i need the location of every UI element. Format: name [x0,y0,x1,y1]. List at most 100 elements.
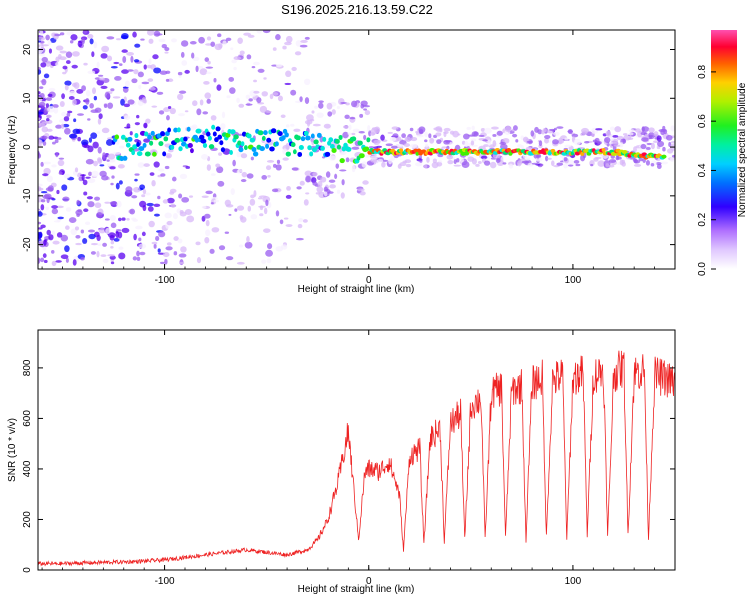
spectral-blob [409,127,414,132]
spectral-blob [318,102,324,109]
spectral-blob [55,45,64,51]
spectral-blob [123,115,131,120]
spectral-blob [363,108,367,111]
spectral-blob [81,37,85,45]
spectral-blob [487,139,492,146]
spectral-blob [100,254,107,257]
spectral-blob [275,63,283,68]
spectral-blob [245,94,251,100]
spectral-blob [97,118,102,125]
spectral-blob [48,87,56,92]
spectral-blob [77,136,81,142]
spectral-ridge-point [316,132,322,138]
spectral-blob [584,140,590,144]
spectral-ridge-point [307,145,312,151]
spectral-blob [41,44,50,47]
spectral-blob [564,144,572,148]
spectral-blob [63,116,70,122]
spectral-blob [87,70,96,75]
spectral-blob [305,175,311,183]
spectral-blob [38,117,41,121]
spectral-blob [41,56,48,63]
spectral-blob [115,229,122,232]
spectrogram-x-ticks: -100 0 100 [41,30,676,286]
spectral-blob [240,153,248,159]
spectral-ridge-point [162,151,167,157]
spectral-blob [397,163,402,169]
spectral-blob [323,123,331,129]
spectral-blob [106,137,114,140]
spectral-blob [388,158,393,165]
spectral-blob [180,51,185,58]
spectral-blob [299,44,308,48]
spectral-blob [290,123,295,127]
spectral-ridge-point [266,137,272,143]
spectral-blob [179,261,185,265]
x-tick-label: 100 [565,275,582,286]
spectral-blob [604,137,611,143]
y-tick-label: 200 [22,511,33,528]
spectral-blob [45,97,53,101]
spectral-blob [147,78,154,82]
spectral-blob [466,126,471,131]
spectral-blob [253,190,257,198]
spectral-blob [475,163,480,167]
spectral-blob [188,195,194,198]
spectral-blob [134,43,141,48]
spectral-blob [230,47,234,51]
spectral-ridge-point [152,151,157,157]
spectral-blob [293,128,301,132]
spectral-blob [178,193,183,199]
spectral-blob [296,186,302,190]
spectral-blob [359,113,364,118]
spectral-blob [47,93,53,97]
spectral-blob [99,164,105,167]
spectral-blob [650,142,655,150]
spectral-ridge-point [138,146,145,152]
spectral-blob [45,103,50,108]
spectral-blob [55,124,63,129]
spectral-blob [441,146,447,149]
spectral-blob [657,140,665,148]
spectral-blob [143,138,151,143]
spectral-blob [166,220,173,226]
spectral-blob [490,126,499,130]
y-tick-label: 10 [22,92,33,104]
spectral-blob [462,133,470,140]
spectral-blob [151,180,156,187]
spectral-blob [137,71,144,78]
spectral-blob [213,199,220,203]
spectral-blob [653,140,659,144]
spectral-blob [141,194,146,198]
spectral-blob [38,231,43,239]
spectral-blob [259,105,268,113]
spectral-blob [248,98,253,102]
y-tick-label: 20 [22,44,33,56]
spectral-blob [148,58,152,65]
spectral-blob [132,256,138,261]
spectral-blob [201,153,209,160]
spectral-blob [389,136,397,142]
spectral-blob [72,259,77,266]
spectral-blob [70,34,78,41]
spectral-ridge-point [195,128,202,134]
spectral-blob [113,238,120,242]
spectral-ridge-point [661,154,667,159]
spectral-blob [522,155,528,159]
spectral-blob [110,240,115,245]
spectral-ridge-point [284,132,289,138]
spectral-ridge-point [322,136,327,142]
colorbar-tick-label: 0.2 [697,212,708,226]
spectral-ridge-point [199,134,205,140]
spectral-blob [112,96,121,99]
spectral-blob [123,103,131,108]
spectral-blob [361,161,367,168]
spectral-ridge-point [160,131,166,137]
spectral-blob [100,85,108,90]
spectral-blob [47,40,52,46]
spectral-blob [218,245,226,251]
spectral-blob [360,100,368,107]
spectral-blob [145,192,151,196]
spectral-ridge-point [178,146,183,152]
